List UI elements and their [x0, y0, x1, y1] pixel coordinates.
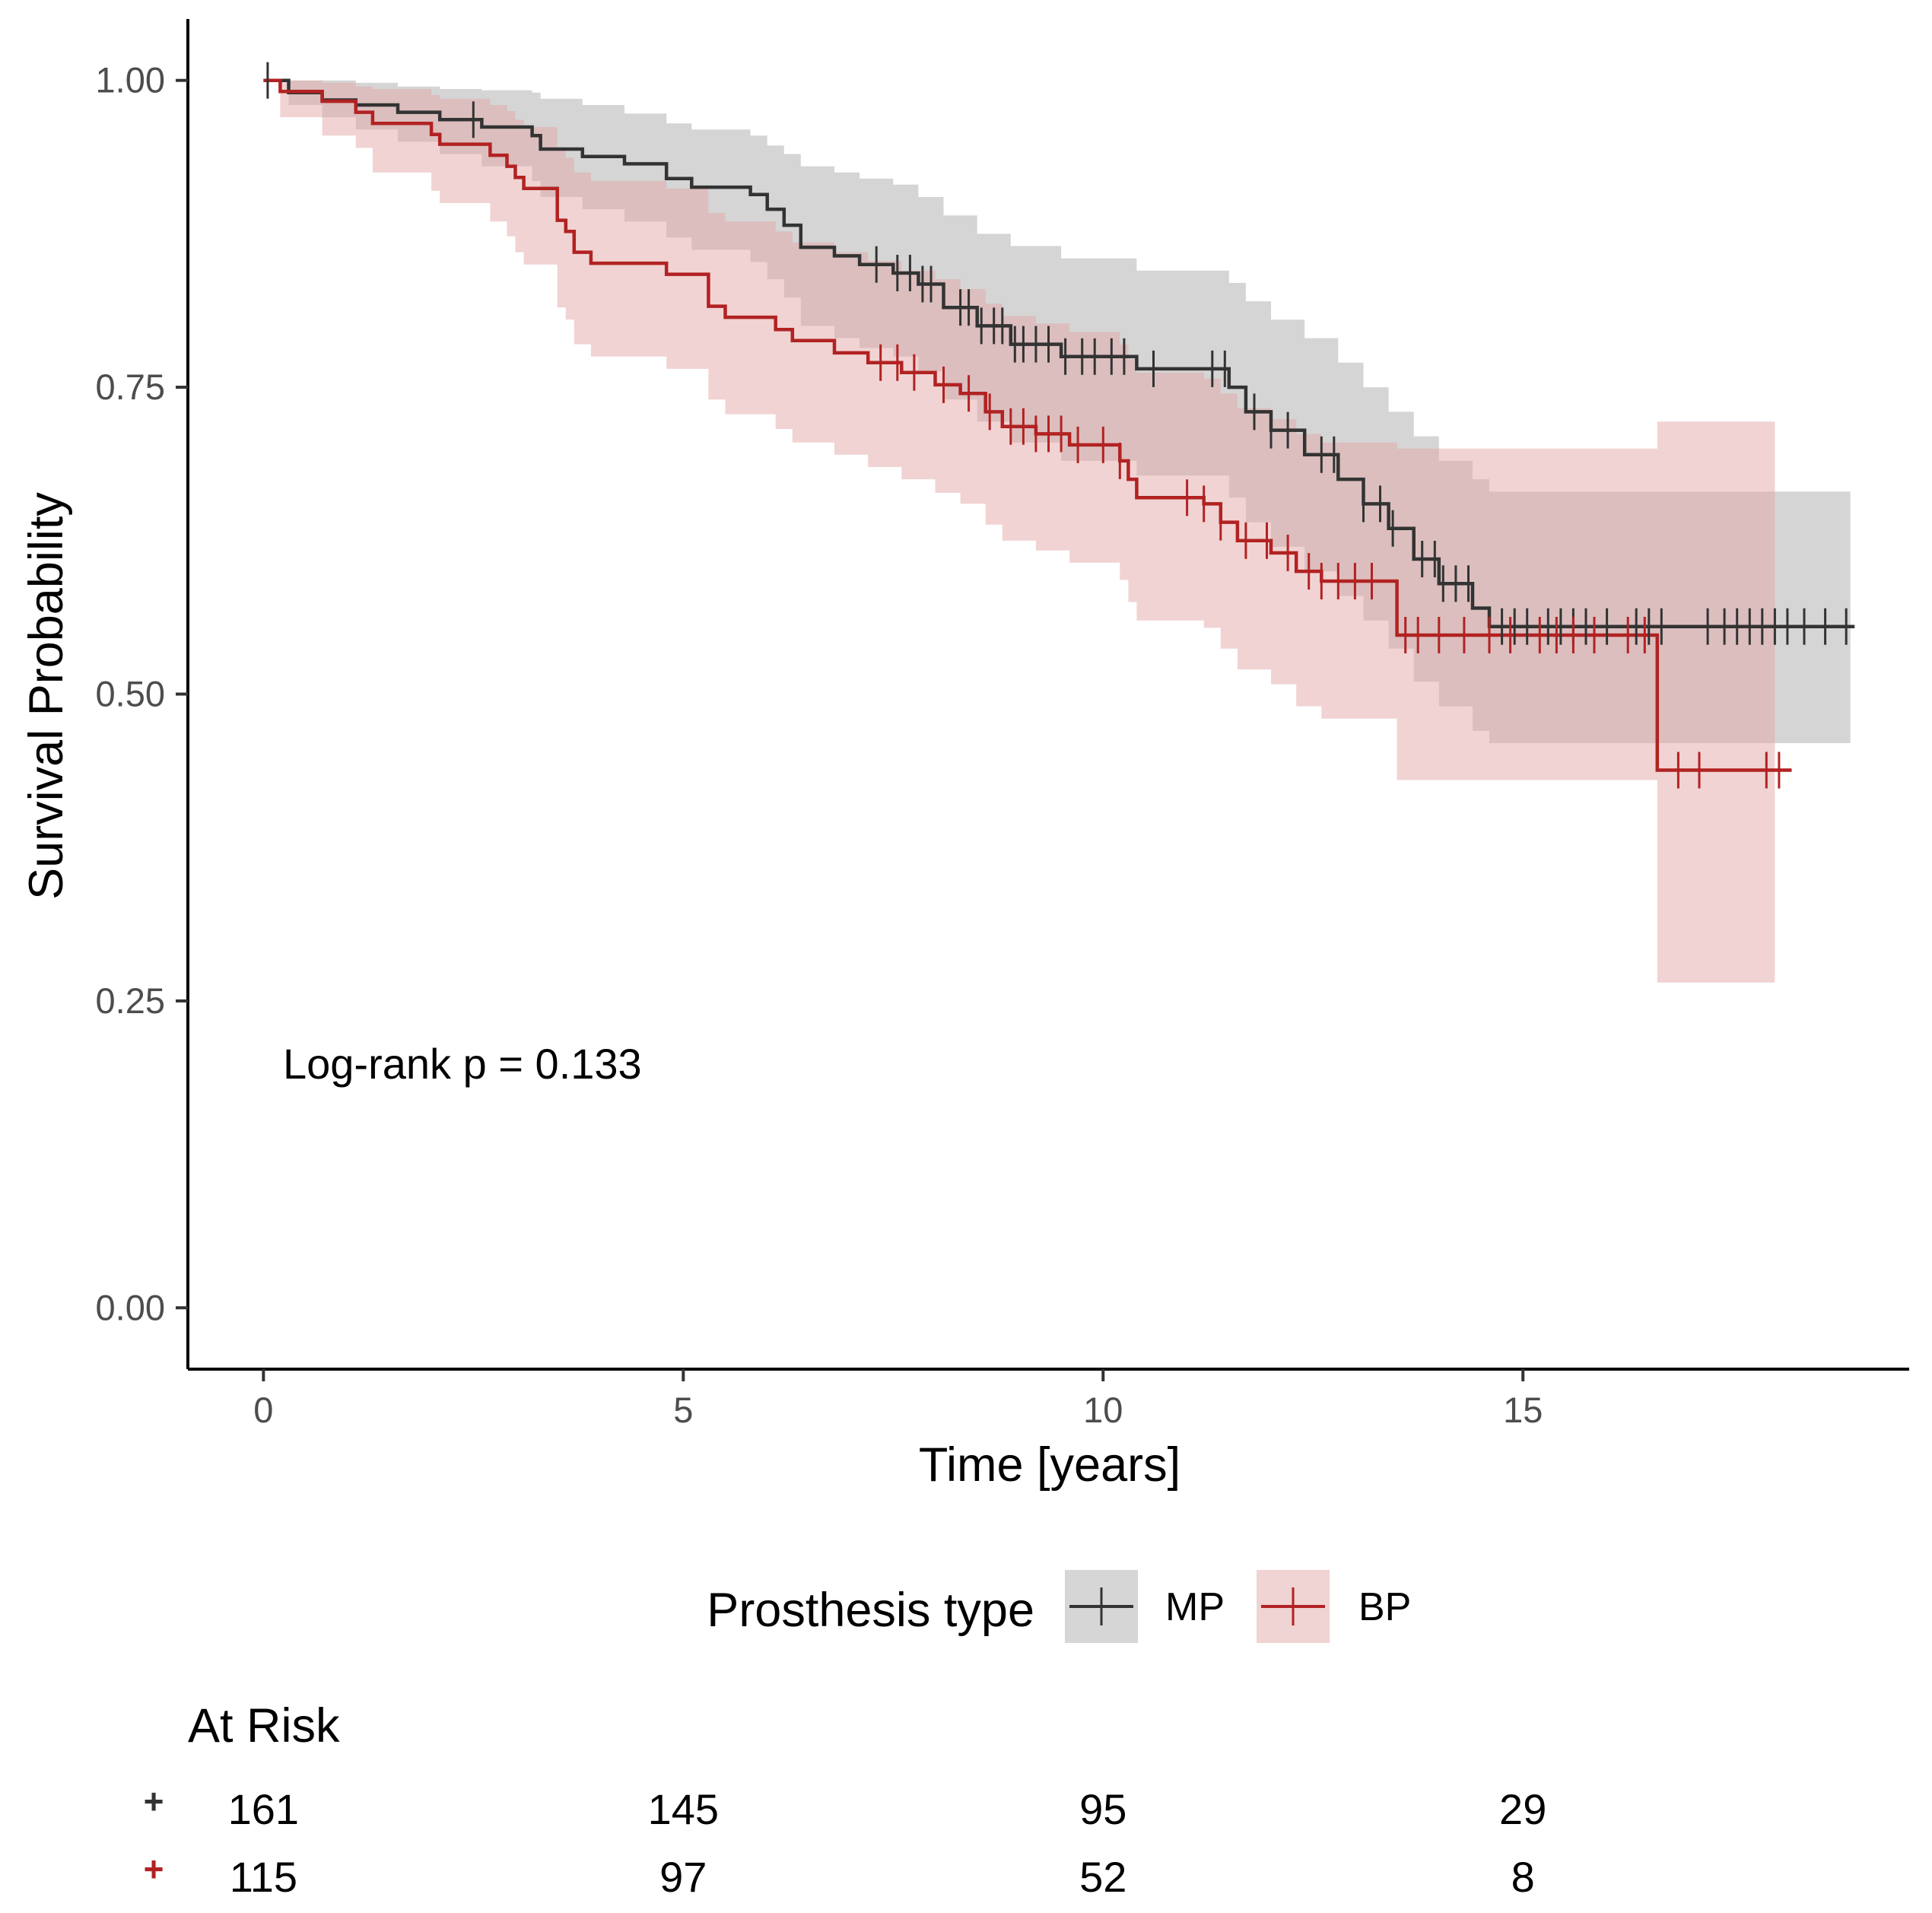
risk-count-bp: 115 [230, 1853, 297, 1901]
x-tick-label: 0 [253, 1390, 273, 1430]
axis-ticks: 0.00 0.25 0.50 0.75 1.00 0 5 10 15 [96, 60, 1543, 1430]
x-tick-label: 10 [1083, 1390, 1123, 1430]
y-tick-label: 0.25 [96, 980, 165, 1021]
censor-marks [266, 62, 1848, 789]
y-tick-label: 0.50 [96, 674, 165, 714]
risk-marker-mp: + [144, 1781, 164, 1821]
risk-count-mp: 29 [1499, 1785, 1546, 1833]
risk-count-bp: 8 [1511, 1853, 1535, 1901]
risk-table-rows: +161 145 95 29 + 115 97 52 8 [144, 1781, 1547, 1901]
logrank-annotation: Log-rank p = 0.133 [283, 1040, 642, 1088]
risk-table-title: At Risk [188, 1699, 340, 1753]
legend-item-bp: BP [1257, 1570, 1411, 1643]
legend-label-mp: MP [1165, 1585, 1225, 1629]
legend-label-bp: BP [1358, 1585, 1411, 1629]
y-axis-title: Survival Probability [20, 492, 73, 900]
confidence-bands [263, 80, 1851, 983]
legend-title: Prosthesis type [707, 1584, 1034, 1637]
risk-count-mp: 95 [1079, 1785, 1126, 1833]
x-axis-title: Time [years] [919, 1438, 1180, 1492]
legend-item-mp: MP [1065, 1570, 1225, 1643]
y-tick-label: 0.75 [96, 367, 165, 407]
risk-count-bp: 52 [1079, 1853, 1126, 1901]
y-tick-label: 0.00 [96, 1287, 165, 1327]
risk-count-mp: 145 [648, 1785, 719, 1833]
ci-band-bp [263, 80, 1775, 983]
x-tick-label: 15 [1503, 1390, 1543, 1430]
legend: Prosthesis type MP BP [707, 1570, 1411, 1643]
risk-table: At Risk +161 145 95 29 + 115 97 52 8 [144, 1699, 1547, 1901]
y-tick-label: 1.00 [96, 60, 165, 100]
risk-count-mp: 161 [228, 1785, 299, 1833]
risk-marker-bp: + [144, 1849, 164, 1889]
risk-count-bp: 97 [659, 1853, 707, 1901]
x-tick-label: 5 [673, 1390, 693, 1430]
